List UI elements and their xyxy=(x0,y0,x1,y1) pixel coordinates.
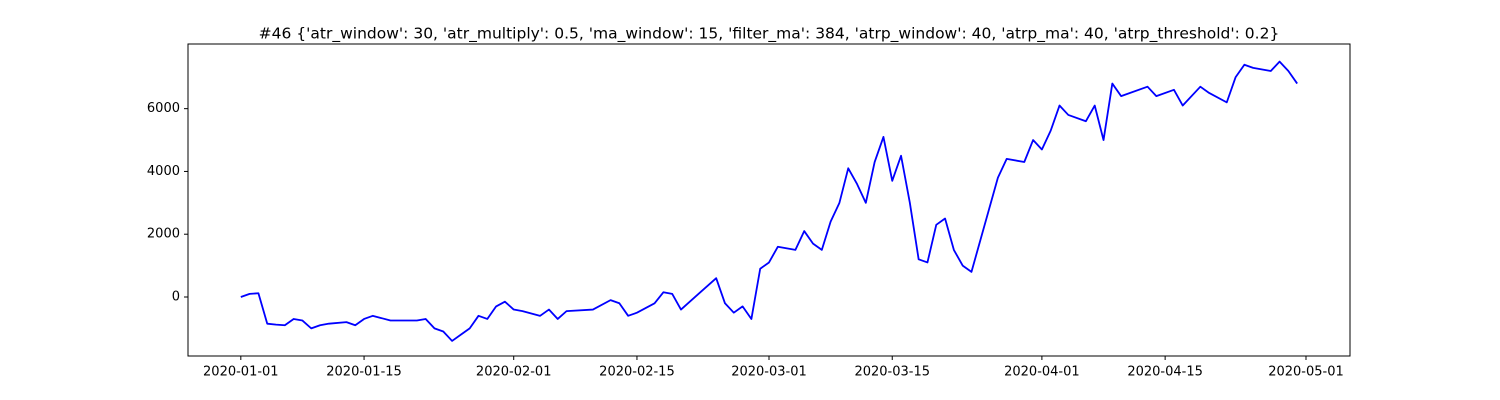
chart-title: #46 {'atr_window': 30, 'atr_multiply': 0… xyxy=(259,25,1280,44)
x-tick-label: 2020-04-15 xyxy=(1127,365,1203,380)
y-tick-label: 2000 xyxy=(147,227,180,242)
x-tick-label: 2020-03-01 xyxy=(731,365,807,380)
x-tick-label: 2020-04-01 xyxy=(1004,365,1080,380)
x-tick-label: 2020-02-15 xyxy=(599,365,675,380)
y-tick-label: 0 xyxy=(172,289,180,304)
y-tick-label: 4000 xyxy=(147,164,180,179)
data-line xyxy=(240,60,1298,342)
x-tick-label: 2020-01-01 xyxy=(203,365,279,380)
y-tick-label: 6000 xyxy=(147,101,180,116)
x-tick-label: 2020-03-15 xyxy=(854,365,930,380)
x-tick-label: 2020-01-15 xyxy=(326,365,402,380)
x-tick-label: 2020-02-01 xyxy=(476,365,552,380)
x-tick-label: 2020-05-01 xyxy=(1268,365,1344,380)
